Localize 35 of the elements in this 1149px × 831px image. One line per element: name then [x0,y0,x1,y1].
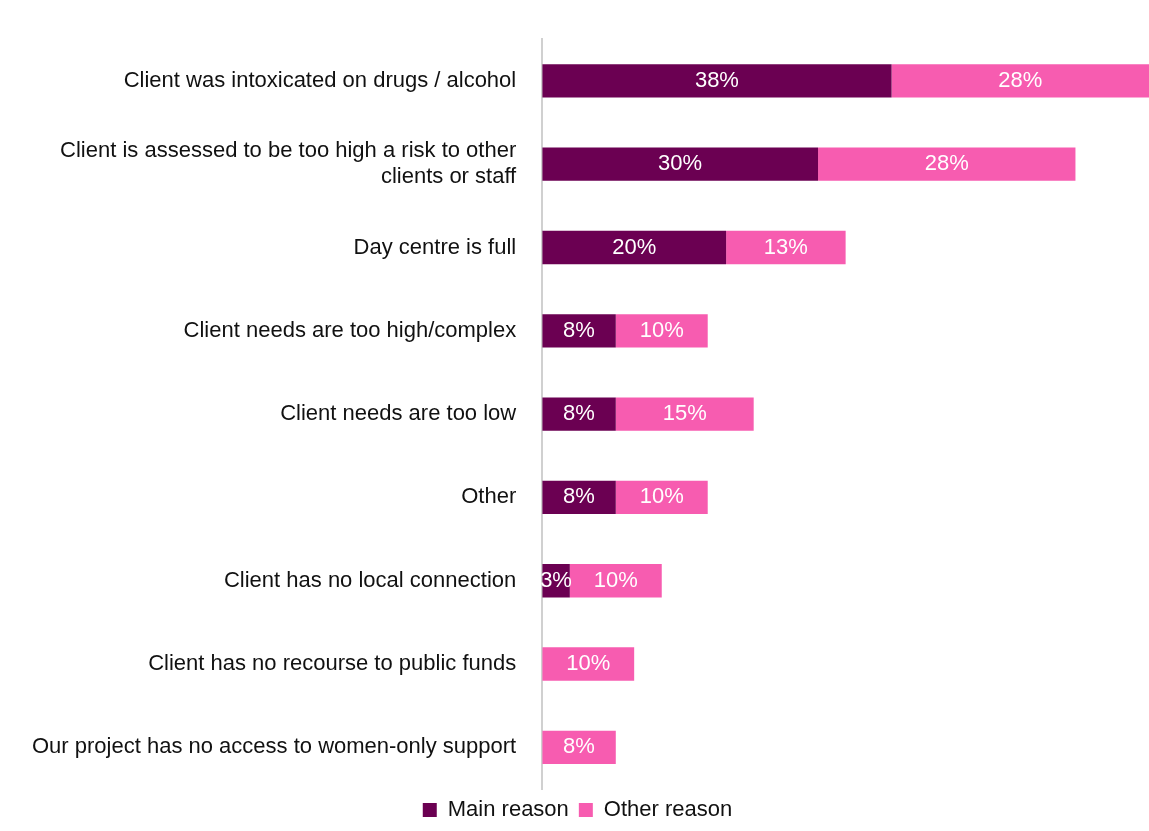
y-tick-label: Client was intoxicated on drugs / alcohol [123,66,517,92]
y-tick-label: Client has no local connection [223,566,517,592]
data-label: 8% [563,733,595,759]
data-label: 10% [593,566,638,592]
data-label: 8% [563,400,595,426]
bar [615,397,754,431]
data-label: 30% [658,150,703,176]
data-label: 10% [639,483,684,509]
data-label: 8% [563,316,595,342]
bar [542,230,727,265]
data-label: 38% [694,66,739,92]
data-label: 8% [563,483,595,509]
data-label: 20% [612,233,657,259]
y-tick-label: Our project has no access to women-only support [31,733,517,759]
y-tick-label: Day centre is full [353,233,517,259]
data-label: 15% [662,400,707,426]
bar [891,64,1149,98]
bar [542,397,616,431]
y-tick-label: Client needs are too low [280,400,517,426]
y-tick-label: Client has no recourse to public funds [148,650,517,676]
y-tick-label: Other [461,483,517,509]
y-tick-label: Client is assessed to be too high a risk to other clients or staff [60,137,518,189]
data-label: 13% [763,233,808,259]
bar [726,230,846,265]
bar [542,147,819,181]
legend-label: Main reason [447,796,569,822]
bar [542,64,892,98]
y-tick-label: Client needs are too high/complex [183,316,517,342]
legend-label: Other reason [603,796,733,822]
bar [542,647,635,681]
data-label: 28% [998,66,1043,92]
data-label: 10% [639,316,684,342]
data-label: 10% [566,650,611,676]
bar [818,147,1076,181]
data-label: 28% [924,150,969,176]
